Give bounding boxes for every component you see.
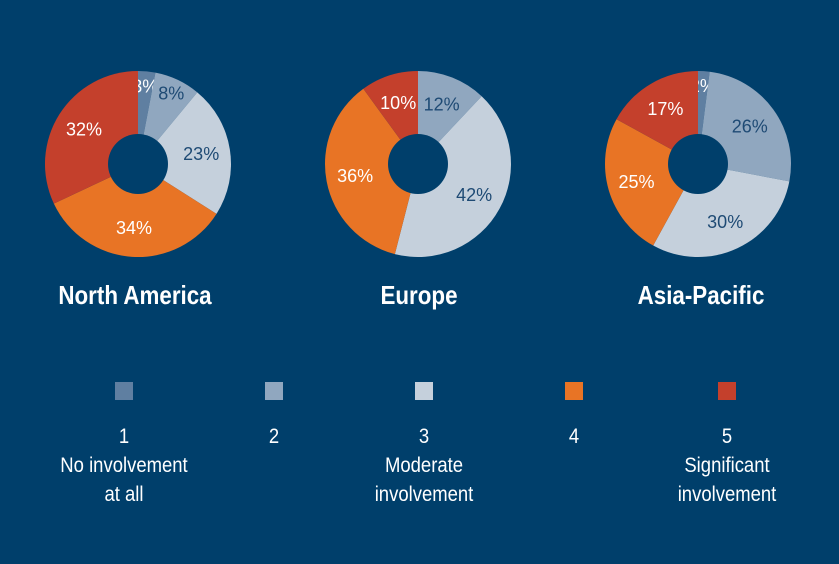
asia-pacific-label-3: 30% <box>707 212 743 232</box>
europe-label-3: 42% <box>456 185 492 205</box>
legend-number-3: 3 <box>418 425 430 448</box>
legend-number-5: 5 <box>721 425 733 448</box>
asia-pacific-title: Asia-Pacific <box>637 280 765 310</box>
legend-swatch-5 <box>718 382 736 400</box>
asia-pacific-slice-4 <box>604 119 698 246</box>
legend-description-1: No involvement at all <box>60 454 188 506</box>
north-america-title: North America <box>58 280 212 310</box>
legend-item-4: 4 <box>499 382 649 451</box>
legend-swatch-3 <box>415 382 433 400</box>
asia-pacific-slice-5 <box>616 71 698 164</box>
legend-item-1: 1 No involvement at all <box>49 382 199 509</box>
legend-number-1: 1 <box>118 425 130 448</box>
north-america-label-5: 32% <box>66 120 102 140</box>
europe-label-2: 12% <box>424 95 460 115</box>
legend-description-5: Significant involvement <box>677 454 777 506</box>
europe-slice-3 <box>394 96 511 258</box>
asia-pacific-label-2: 26% <box>732 116 768 136</box>
north-america-label-3: 23% <box>183 144 219 164</box>
legend-description-3: Moderate involvement <box>374 454 474 506</box>
north-america-label-4: 34% <box>116 218 152 238</box>
legend-swatch-1 <box>115 382 133 400</box>
legend-item-5: 5 Significant involvement <box>652 382 802 509</box>
europe-label-5: 10% <box>380 93 416 113</box>
north-america-donut-hole <box>108 134 168 194</box>
asia-pacific-label-4: 25% <box>618 172 654 192</box>
north-america-label-2: 8% <box>158 83 184 103</box>
legend-number-4: 4 <box>568 425 580 448</box>
europe-label-4: 36% <box>337 166 373 186</box>
europe-title: Europe <box>380 280 458 310</box>
north-america-slice-3 <box>138 92 231 214</box>
legend-swatch-2 <box>265 382 283 400</box>
north-america-slice-4 <box>53 164 217 257</box>
legend-swatch-4 <box>565 382 583 400</box>
europe-slice-4 <box>324 88 418 255</box>
asia-pacific-donut-hole <box>668 134 728 194</box>
legend-item-2: 2 <box>199 382 349 451</box>
europe-donut-hole <box>388 134 448 194</box>
legend-number-2: 2 <box>268 425 280 448</box>
legend-item-3: 3 Moderate involvement <box>349 382 499 509</box>
asia-pacific-label-5: 17% <box>647 99 683 119</box>
north-america-label-1: 3% <box>132 76 158 96</box>
